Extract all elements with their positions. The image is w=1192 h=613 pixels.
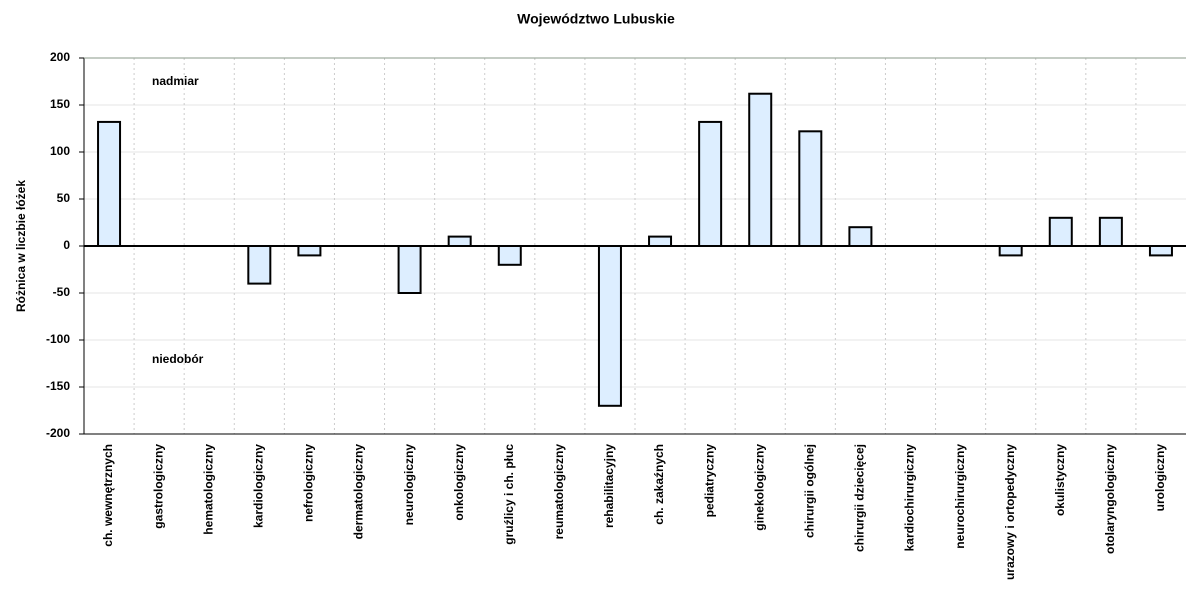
bar <box>1098 216 1123 248</box>
x-tick-label: reumatologiczny <box>552 444 566 540</box>
bar <box>397 245 422 294</box>
x-tick-label: dermatologiczny <box>352 444 366 540</box>
annotation: nadmiar <box>152 74 199 88</box>
bar <box>698 120 723 247</box>
x-tick-label: nefrologiczny <box>302 444 316 522</box>
bar <box>748 92 773 247</box>
x-tick-label: ch. zakaźnych <box>652 444 666 525</box>
x-tick-label: chirurgii ogólnej <box>802 444 816 538</box>
x-tick-label: otolaryngologiczny <box>1103 444 1117 554</box>
bar <box>1148 245 1173 257</box>
x-tick-label: hematologiczny <box>201 444 215 535</box>
bar <box>247 245 272 285</box>
x-tick-label: gastrologiczny <box>151 444 165 529</box>
x-tick-label: kardiologiczny <box>251 444 265 528</box>
x-tick-label: gruźlicy i ch. płuc <box>502 444 516 545</box>
x-tick-label: onkologiczny <box>452 444 466 521</box>
bar <box>648 235 673 248</box>
x-tick-label: chirurgii dziecięcej <box>853 444 867 552</box>
bar <box>1048 216 1073 248</box>
x-tick-label: pediatryczny <box>702 444 716 518</box>
bar <box>998 245 1023 257</box>
bar <box>597 245 622 407</box>
bar <box>848 226 873 247</box>
x-tick-label: kardiochirurgiczny <box>903 444 917 552</box>
bar <box>447 235 472 248</box>
y-tick-label: 100 <box>50 144 70 158</box>
x-tick-label: rehabilitacyjny <box>602 444 616 528</box>
y-tick-label: 200 <box>50 50 70 64</box>
y-tick-label: 150 <box>50 97 70 111</box>
y-tick-label: 0 <box>63 238 70 252</box>
x-tick-label: ch. wewnętrznych <box>101 444 115 547</box>
y-tick-label: -200 <box>46 426 70 440</box>
x-tick-label: urazowy i ortopedyczny <box>1003 444 1017 580</box>
bar <box>497 245 522 266</box>
y-tick-label: -100 <box>46 332 70 346</box>
bar <box>97 120 122 247</box>
y-tick-label: -50 <box>53 285 71 299</box>
x-tick-label: ginekologiczny <box>752 444 766 531</box>
bar <box>297 245 322 257</box>
x-tick-label: neurologiczny <box>402 444 416 526</box>
x-tick-label: neurochirurgiczny <box>953 444 967 549</box>
x-tick-label: urologiczny <box>1153 444 1167 512</box>
annotation: niedobór <box>152 352 204 366</box>
y-tick-label: 50 <box>57 191 71 205</box>
chart-title: Województwo Lubuskie <box>517 11 675 27</box>
x-tick-label: okulistyczny <box>1053 444 1067 516</box>
y-tick-label: -150 <box>46 379 70 393</box>
y-axis-label: Różnica w liczbie łóżek <box>14 180 28 312</box>
bar <box>798 130 823 248</box>
